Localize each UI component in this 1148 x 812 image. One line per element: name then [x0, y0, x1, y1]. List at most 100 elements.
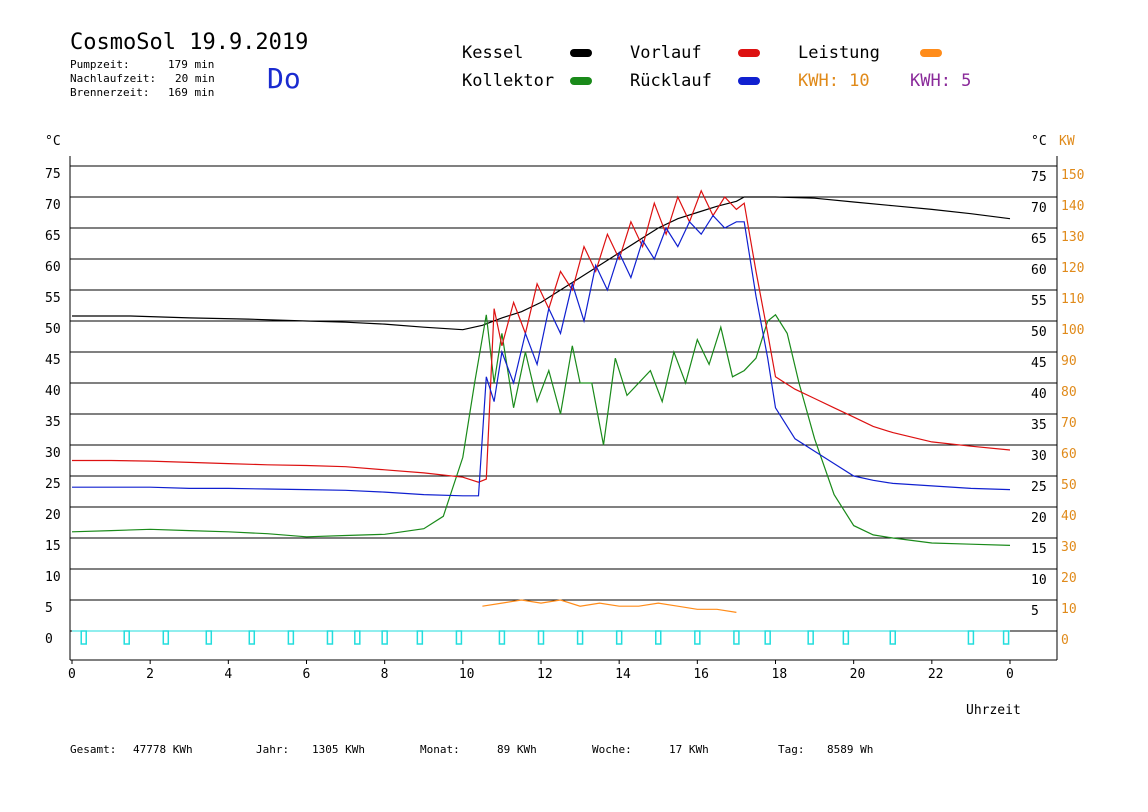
y-tick-right-power: 100 [1061, 323, 1084, 338]
pump-marker [248, 630, 256, 645]
y-tick-left: 5 [45, 601, 53, 616]
pump-marker [80, 630, 87, 645]
y-tick-right-power: 30 [1061, 540, 1077, 555]
gesamt-value: 47778 KWh [133, 743, 193, 756]
y-tick-left: 50 [45, 322, 61, 337]
pump-marker [354, 630, 361, 645]
jahr-value: 1305 KWh [312, 743, 365, 756]
y-axis-label-right-temp: °C [1031, 134, 1047, 149]
x-tick-label: 18 [772, 667, 788, 682]
y-tick-left: 10 [45, 570, 61, 585]
y-tick-left: 25 [45, 477, 61, 492]
pump-marker [326, 630, 334, 645]
pump-marker [123, 630, 130, 645]
y-tick-left: 75 [45, 167, 61, 182]
tag-value: 8589 Wh [827, 743, 874, 756]
x-tick-label: 14 [615, 667, 631, 682]
legend-ruecklauf: Rücklauf [630, 71, 712, 91]
y-tick-left: 65 [45, 229, 61, 244]
y-tick-left: 55 [45, 291, 61, 306]
x-axis-label: Uhrzeit [966, 703, 1021, 718]
y-tick-right-temp: 45 [1031, 356, 1047, 371]
chart-title: CosmoSol 19.9.2019 [70, 30, 309, 55]
x-tick-label: 10 [459, 667, 475, 682]
pump-marker [205, 630, 213, 645]
y-tick-right-temp: 65 [1031, 232, 1047, 247]
pump-marker [498, 630, 506, 645]
pump-marker [287, 630, 295, 645]
legend-kessel: Kessel [462, 43, 524, 63]
y-tick-right-power: 120 [1061, 261, 1084, 276]
y-tick-left: 0 [45, 632, 53, 647]
legend-vorlauf-swatch [738, 49, 760, 57]
pump-marker [381, 630, 388, 645]
pump-marker [967, 630, 975, 645]
y-tick-right-temp: 30 [1031, 449, 1047, 464]
y-tick-right-temp: 10 [1031, 573, 1047, 588]
y-tick-left: 70 [45, 198, 61, 213]
y-tick-right-temp: 15 [1031, 542, 1047, 557]
legend-kwh-orange: KWH: 10 [798, 71, 870, 91]
pump-marker [889, 630, 896, 645]
pump-marker [1002, 630, 1010, 645]
pump-marker [764, 630, 771, 645]
y-tick-right-power: 90 [1061, 354, 1077, 369]
woche-label: Woche: [592, 743, 632, 756]
gesamt-label: Gesamt: [70, 743, 117, 756]
y-tick-right-temp: 40 [1031, 387, 1047, 402]
y-tick-right-power: 10 [1061, 602, 1077, 617]
y-tick-right-power: 150 [1061, 168, 1084, 183]
series-kollektor-line [71, 313, 1011, 546]
nachlaufzeit-label: Nachlaufzeit: [70, 72, 157, 85]
y-tick-right-temp: 60 [1031, 263, 1047, 278]
y-tick-left: 30 [45, 446, 61, 461]
pump-marker [537, 630, 545, 645]
series-rcklauf-line [72, 214, 1011, 497]
pump-marker [615, 630, 623, 645]
series-kessel-line [72, 196, 1011, 331]
legend-kollektor: Kollektor [462, 71, 555, 91]
legend-kollektor-swatch [570, 77, 592, 85]
y-tick-left: 35 [45, 415, 61, 430]
y-axis-label-left: °C [45, 134, 61, 149]
pump-marker [807, 630, 814, 645]
nachlaufzeit-value: 20 min [175, 72, 215, 85]
y-tick-left: 45 [45, 353, 61, 368]
woche-value: 17 KWh [669, 743, 709, 756]
series-vorlauf-line [72, 189, 1011, 483]
y-tick-left: 40 [45, 384, 61, 399]
y-tick-left: 60 [45, 260, 61, 275]
jahr-label: Jahr: [256, 743, 290, 756]
x-tick-label: 2 [146, 667, 154, 682]
y-tick-right-temp: 25 [1031, 480, 1047, 495]
monat-value: 89 KWh [497, 743, 537, 756]
y-tick-right-power: 70 [1061, 416, 1077, 431]
pump-marker [733, 630, 740, 645]
y-tick-right-temp: 50 [1031, 325, 1047, 340]
y-tick-right-temp: 5 [1031, 604, 1039, 619]
y-tick-right-power: 0 [1061, 633, 1069, 648]
y-tick-right-power: 80 [1061, 385, 1077, 400]
y-tick-right-power: 20 [1061, 571, 1077, 586]
y-tick-left: 15 [45, 539, 61, 554]
y-tick-right-temp: 75 [1031, 170, 1047, 185]
weekday: Do [267, 62, 301, 95]
monat-label: Monat: [420, 743, 460, 756]
y-tick-right-temp: 55 [1031, 294, 1047, 309]
y-tick-right-power: 130 [1061, 230, 1084, 245]
x-tick-label: 12 [537, 667, 553, 682]
pump-marker [576, 630, 584, 645]
pump-marker [455, 630, 463, 645]
legend-vorlauf: Vorlauf [630, 43, 702, 63]
tag-label: Tag: [778, 743, 805, 756]
legend-leistung: Leistung [798, 43, 880, 63]
y-tick-right-power: 50 [1061, 478, 1077, 493]
brennerzeit-label: Brennerzeit: [70, 86, 150, 99]
pumpzeit-value: 179 min [168, 58, 215, 71]
y-tick-right-power: 60 [1061, 447, 1077, 462]
pumpzeit-label: Pumpzeit: [70, 58, 130, 71]
legend-leistung-swatch [920, 49, 942, 57]
x-tick-label: 16 [693, 667, 709, 682]
legend-kessel-swatch [570, 49, 592, 57]
